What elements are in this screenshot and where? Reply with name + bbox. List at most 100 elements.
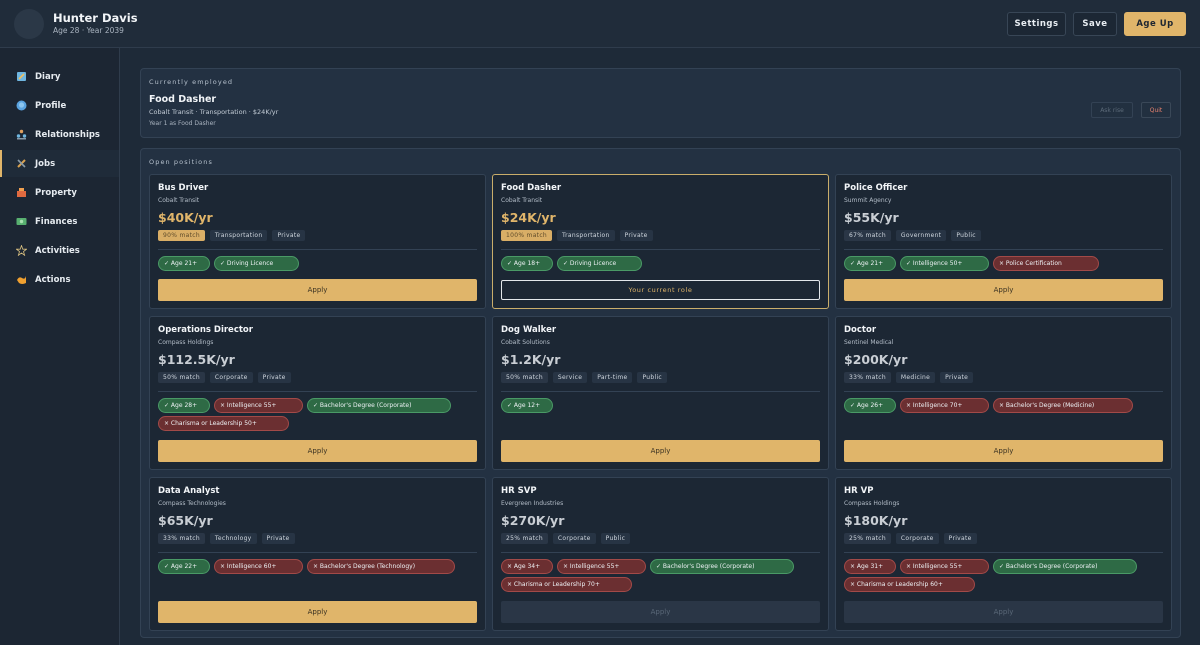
requirement-unmet: × Bachelor's Degree (Technology) [307,559,455,574]
divider [501,391,820,392]
job-tag: Government [895,230,947,241]
job-salary: $200K/yr [844,352,908,367]
relationships-icon [15,129,27,141]
sidebar-item-diary[interactable]: Diary [0,63,119,90]
job-company: Evergreen Industries [501,500,564,507]
ask-raise-button[interactable]: Ask rise [1091,102,1133,118]
settings-button[interactable]: Settings [1007,12,1066,36]
sidebar-item-actions[interactable]: Actions [0,266,119,293]
job-tag: Medicine [895,372,936,383]
sidebar-item-label: Property [35,187,77,198]
job-card-operations-director: Operations Director Compass Holdings $11… [149,316,486,470]
divider [158,249,477,250]
requirement-unmet: × Age 31+ [844,559,896,574]
character-meta: Age 28 · Year 2039 [53,26,124,35]
sidebar: Diary Profile Relationships Jobs Propert… [0,48,120,645]
match-badge: 100% match [501,230,553,241]
diary-icon [15,71,27,83]
requirement-met: ✓ Age 28+ [158,398,210,413]
requirement-unmet: × Intelligence 70+ [900,398,989,413]
requirement-met: ✓ Intelligence 50+ [900,256,989,271]
activities-icon [15,245,27,257]
divider [844,552,1163,553]
finances-icon [15,216,27,228]
save-button[interactable]: Save [1073,12,1117,36]
sidebar-item-profile[interactable]: Profile [0,92,119,119]
jobs-icon [15,158,27,170]
divider [158,552,477,553]
job-tag: Part-time [592,372,633,383]
job-title: HR VP [844,486,874,496]
quit-button[interactable]: Quit [1141,102,1171,118]
character-name: Hunter Davis [53,11,138,25]
job-salary: $24K/yr [501,210,556,225]
divider [844,249,1163,250]
job-tag: Private [272,230,306,241]
requirement-unmet: × Charisma or Leadership 70+ [501,577,632,592]
job-card-dog-walker: Dog Walker Cobalt Solutions $1.2K/yr 50%… [492,316,829,470]
apply-button[interactable]: Apply [501,601,820,623]
age-up-button[interactable]: Age Up [1124,12,1186,36]
current-job-details: Cobalt Transit · Transportation · $24K/y… [149,108,279,116]
job-company: Sentinel Medical [844,339,894,346]
requirement-unmet: × Intelligence 60+ [214,559,303,574]
job-tag: Corporate [552,533,596,544]
apply-button[interactable]: Apply [158,279,477,301]
job-company: Compass Holdings [844,500,900,507]
requirement-met: ✓ Age 21+ [844,256,896,271]
sidebar-item-property[interactable]: Property [0,179,119,206]
job-company: Compass Technologies [158,500,226,507]
current-job-tenure: Year 1 as Food Dasher [149,120,216,127]
requirement-met: ✓ Age 21+ [158,256,210,271]
job-salary: $180K/yr [844,513,908,528]
job-title: Food Dasher [501,183,562,193]
section-label: Currently employed [149,78,234,86]
requirement-met: ✓ Age 12+ [501,398,553,413]
requirement-met: ✓ Age 18+ [501,256,553,271]
job-tag: Corporate [895,533,939,544]
job-tag: Transportation [557,230,615,241]
apply-button[interactable]: Apply [844,601,1163,623]
job-tag: Private [261,533,295,544]
current-role-indicator: Your current role [501,280,820,300]
match-badge: 25% match [844,533,891,544]
current-job-title: Food Dasher [149,94,217,105]
job-salary: $55K/yr [844,210,899,225]
requirement-met: ✓ Driving Licence [214,256,299,271]
divider [844,391,1163,392]
job-card-food-dasher: Food Dasher Cobalt Transit $24K/yr 100% … [492,174,829,309]
job-salary: $40K/yr [158,210,213,225]
requirement-met: ✓ Driving Licence [557,256,642,271]
job-company: Cobalt Transit [501,197,543,204]
job-card-hr-svp: HR SVP Evergreen Industries $270K/yr 25%… [492,477,829,631]
sidebar-item-label: Relationships [35,129,100,140]
job-salary: $270K/yr [501,513,565,528]
actions-icon [15,274,27,286]
open-positions-panel: Open positions Bus Driver Cobalt Transit… [140,148,1181,638]
apply-button[interactable]: Apply [158,440,477,462]
profile-icon [15,100,27,112]
job-company: Cobalt Solutions [501,339,550,346]
job-salary: $112.5K/yr [158,352,235,367]
job-salary: $1.2K/yr [501,352,561,367]
match-badge: 50% match [158,372,205,383]
divider [501,552,820,553]
sidebar-item-finances[interactable]: Finances [0,208,119,235]
job-tag: Public [951,230,981,241]
apply-button[interactable]: Apply [844,279,1163,301]
job-tag: Public [600,533,631,544]
requirement-met: ✓ Bachelor's Degree (Corporate) [993,559,1137,574]
sidebar-item-activities[interactable]: Activities [0,237,119,264]
sidebar-item-label: Actions [35,274,71,285]
apply-button[interactable]: Apply [844,440,1163,462]
match-badge: 33% match [844,372,891,383]
sidebar-item-relationships[interactable]: Relationships [0,121,119,148]
sidebar-item-label: Activities [35,245,80,256]
job-card-police-officer: Police Officer Summit Agency $55K/yr 67%… [835,174,1172,309]
requirement-unmet: × Intelligence 55+ [557,559,646,574]
divider [158,391,477,392]
requirement-met: ✓ Age 22+ [158,559,210,574]
apply-button[interactable]: Apply [501,440,820,462]
sidebar-item-jobs[interactable]: Jobs [0,150,119,177]
apply-button[interactable]: Apply [158,601,477,623]
